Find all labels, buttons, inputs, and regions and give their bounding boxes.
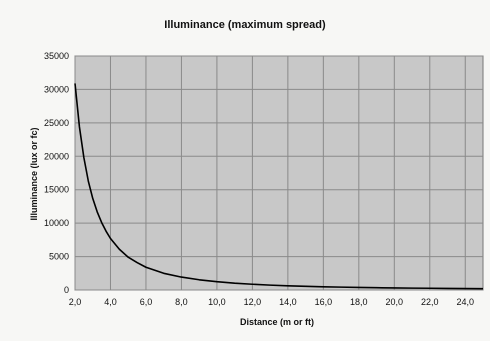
x-axis-ticks: 2,0 4,0 6,0 8,0 10,0 12,0 14,0 16,0 18,0 20,0 22,0… [69,297,474,307]
x-tick-label: 2,0 [69,297,82,307]
x-axis-label: Distance (m or ft) [240,317,314,327]
plot-area [74,55,484,291]
y-tick-label: 10000 [44,218,69,228]
x-tick-label: 20,0 [386,297,404,307]
y-gridlines [75,55,483,291]
x-gridlines [74,56,466,290]
x-tick-label: 22,0 [421,297,439,307]
x-tick-label: 14,0 [279,297,297,307]
x-tick-label: 4,0 [104,297,117,307]
y-tick-label: 5000 [49,252,69,262]
y-tick-label: 35000 [44,51,69,61]
y-tick-label: 20000 [44,151,69,161]
x-tick-label: 24,0 [456,297,474,307]
x-tick-label: 12,0 [244,297,262,307]
y-tick-label: 25000 [44,118,69,128]
chart-title: Illuminance (maximum spread) [164,19,326,31]
y-tick-label: 0 [64,285,69,295]
series-line [74,83,484,290]
y-tick-label: 30000 [44,84,69,94]
x-tick-label: 18,0 [350,297,368,307]
x-tick-label: 8,0 [175,297,188,307]
y-axis-ticks: 0 5000 10000 15000 20000 25000 30000 35000 [44,51,69,295]
x-tick-label: 16,0 [315,297,333,307]
y-tick-label: 15000 [44,185,69,195]
y-axis-label: Illuminance (lux or fc) [29,127,39,220]
x-tick-label: 10,0 [208,297,226,307]
x-tick-label: 6,0 [140,297,153,307]
